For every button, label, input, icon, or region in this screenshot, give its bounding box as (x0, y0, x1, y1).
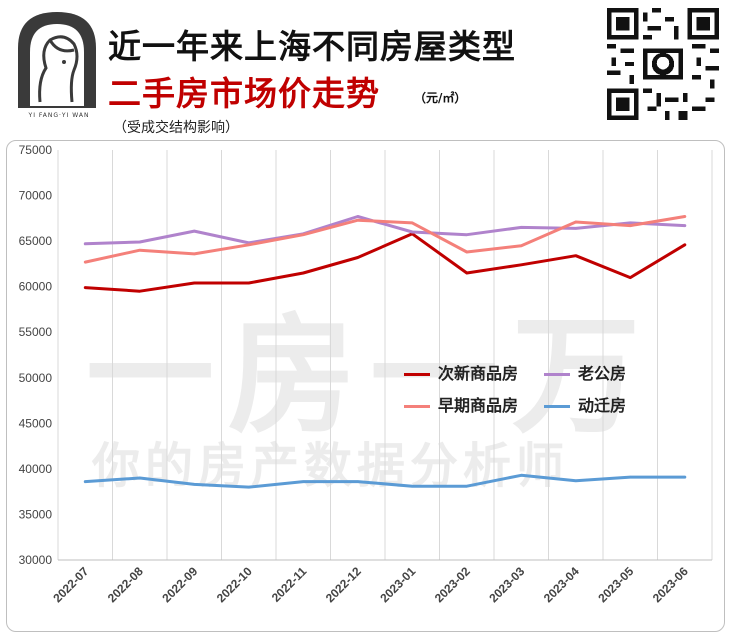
series-line-2 (83, 215, 687, 246)
x-tick-label: 2023-03 (486, 564, 527, 605)
legend-swatch (404, 405, 430, 408)
brand-text: YI FANG·YI WAN (28, 112, 90, 119)
watermark-tagline: 你的房产数据分析师 (92, 438, 570, 494)
legend-item-series-4: 动迁房 (544, 392, 626, 416)
legend-item-series-1: 次新商品房 (404, 360, 518, 384)
logo-icon (18, 12, 96, 108)
data-point (411, 230, 414, 234)
x-tick-label: 2022-12 (323, 564, 364, 605)
data-point (520, 244, 523, 247)
legend-item-series-3: 早期商品房 (404, 392, 518, 416)
x-tick-label: 2022-11 (269, 564, 310, 605)
subtitle: （受成交结构影响） (113, 120, 239, 136)
x-tick-label: 2022-08 (105, 564, 146, 605)
x-tick-label: 2023-02 (432, 564, 473, 605)
x-tick-label: 2023-04 (541, 564, 582, 605)
legend-item-series-2: 老公房 (544, 360, 626, 384)
legend-label: 早期商品房 (438, 396, 519, 415)
legend-swatch (544, 373, 570, 376)
data-point (138, 249, 141, 252)
series-line-4 (83, 473, 687, 489)
data-point (520, 226, 523, 229)
legend-label: 动迁房 (578, 396, 627, 415)
data-point (84, 242, 87, 246)
data-point (629, 224, 632, 227)
data-point (629, 221, 632, 225)
data-point (465, 271, 468, 275)
y-tick-label: 75000 (19, 143, 53, 157)
data-point (574, 220, 577, 224)
qr-code-icon (607, 8, 719, 120)
data-point (356, 256, 359, 259)
data-point (356, 215, 359, 218)
x-tick-label: 2023-05 (595, 564, 636, 605)
data-point (683, 224, 686, 227)
series-line-3 (83, 215, 687, 264)
data-point (302, 271, 305, 275)
x-tick-label: 2022-07 (50, 564, 91, 605)
data-point (138, 240, 141, 244)
data-point (247, 485, 250, 489)
chart-frame (6, 140, 725, 632)
data-point (465, 233, 468, 236)
y-tick-label: 50000 (19, 371, 53, 385)
data-point (465, 485, 468, 488)
data-point (683, 243, 686, 246)
y-tick-label: 40000 (19, 462, 53, 476)
data-point (574, 254, 577, 257)
data-point (193, 252, 196, 256)
data-point (629, 276, 632, 279)
data-point (247, 281, 250, 285)
data-point (84, 260, 87, 264)
legend-label: 老公房 (578, 364, 627, 383)
data-point (520, 474, 523, 477)
x-tick-label: 2023-06 (650, 564, 691, 605)
watermark-large: 一房一万 (86, 302, 655, 451)
y-tick-label: 55000 (19, 325, 53, 339)
data-point (138, 476, 141, 480)
data-point (84, 286, 87, 289)
y-tick-label: 65000 (19, 234, 53, 248)
data-point (193, 229, 196, 233)
unit-label: （元/㎡） (414, 91, 467, 105)
data-point (683, 475, 686, 479)
data-point (302, 480, 305, 483)
y-tick-label: 45000 (19, 416, 53, 430)
data-point (411, 221, 414, 225)
data-point (411, 485, 414, 488)
y-tick-label: 70000 (19, 189, 53, 203)
data-point (138, 290, 141, 293)
legend-swatch (544, 405, 570, 408)
data-point (193, 281, 196, 285)
title-line-2: 二手房市场价走势 (108, 74, 380, 113)
y-tick-label: 35000 (19, 507, 53, 521)
data-point (84, 480, 87, 483)
data-point (574, 479, 577, 482)
x-tick-label: 2023-01 (377, 564, 418, 605)
data-point (247, 243, 250, 246)
y-tick-label: 30000 (19, 553, 53, 567)
data-point (520, 263, 523, 266)
x-tick-label: 2022-09 (159, 564, 200, 605)
series-line-1 (83, 232, 687, 293)
x-tick-label: 2022-10 (214, 564, 255, 605)
data-point (629, 475, 632, 479)
data-point (302, 233, 305, 236)
data-point (574, 227, 577, 230)
title-line-1: 近一年来上海不同房屋类型 (108, 27, 516, 66)
legend-label: 次新商品房 (438, 364, 519, 383)
data-point (683, 215, 686, 218)
legend-swatch (404, 373, 430, 376)
data-point (193, 483, 196, 486)
data-point (356, 218, 359, 222)
data-point (465, 250, 468, 254)
y-tick-label: 60000 (19, 280, 53, 294)
data-point (356, 480, 359, 483)
